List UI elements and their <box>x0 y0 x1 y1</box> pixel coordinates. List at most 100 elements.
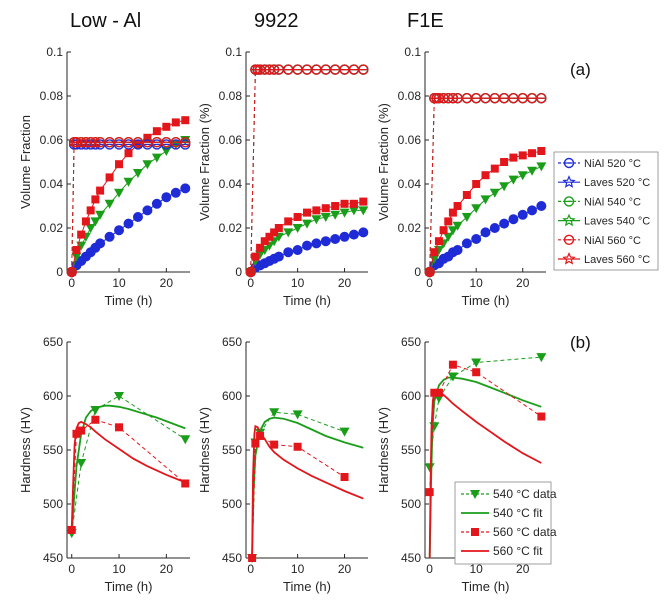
data-point <box>330 234 341 244</box>
x-tick-label: 10 <box>112 276 126 290</box>
data-point <box>245 266 256 278</box>
data-point <box>142 205 153 216</box>
data-point <box>536 201 547 211</box>
data-point <box>181 479 190 488</box>
data-point <box>499 218 510 229</box>
legend-marker <box>471 528 479 536</box>
data-point <box>180 136 191 148</box>
series-laves-540-c <box>245 206 369 277</box>
y-tick-label: 0.02 <box>219 221 243 235</box>
data-point <box>270 440 279 449</box>
data-point <box>340 199 349 208</box>
data-point <box>95 210 106 220</box>
legend-marker <box>470 490 480 499</box>
y-tick-label: 450 <box>401 551 421 565</box>
data-point <box>320 213 331 222</box>
data-point <box>105 173 114 182</box>
data-point <box>161 147 172 156</box>
x-axis-label: Time (h) <box>105 293 153 308</box>
y-tick-label: 600 <box>43 389 63 403</box>
series-group <box>66 392 191 539</box>
x-axis-label: Time (h) <box>283 293 331 308</box>
y-tick-label: 0.02 <box>398 221 422 235</box>
data-point <box>461 238 472 249</box>
data-point <box>302 219 312 229</box>
x-tick-label: 0 <box>68 562 75 576</box>
column-title-low-al: Low - Al <box>70 10 141 32</box>
data-point <box>340 473 349 481</box>
legend-label: Laves 560 °C <box>584 254 650 266</box>
legend-marker <box>563 157 575 169</box>
x-tick-label: 0 <box>68 276 75 290</box>
chart-a-lowal: 0 0.02 0.04 0.06 0.08 0.1 0 10 20 Time (h) Volume … <box>18 45 191 308</box>
data-point <box>248 554 257 562</box>
series-laves-520-c <box>424 201 547 277</box>
y-axis-label: Volume Fraction (%) <box>197 103 212 221</box>
legend-label: 540 °C data <box>493 487 557 501</box>
data-point <box>453 202 462 210</box>
legend-b-item: 540 °C data <box>461 487 557 501</box>
legend-a-item: Laves 520 °C <box>558 175 650 189</box>
data-point <box>472 180 481 188</box>
data-point <box>537 412 546 421</box>
data-point <box>142 160 153 170</box>
series-group <box>66 116 191 278</box>
data-point <box>500 158 509 166</box>
x-tick-label: 20 <box>516 276 530 290</box>
chart-a-f1e: 0 0.02 0.04 0.06 0.08 0.1 0 10 20 Time (h) Volume … <box>376 45 547 308</box>
data-point <box>269 408 280 418</box>
data-point <box>430 248 439 257</box>
y-tick-label: 650 <box>401 335 421 349</box>
series-line <box>71 119 186 273</box>
legend-label: 560 °C data <box>493 525 557 539</box>
legend-marker <box>562 251 576 265</box>
data-point <box>489 92 501 104</box>
legend-marker <box>562 175 576 188</box>
x-tick-label: 10 <box>470 276 484 290</box>
legend-label: NiAl 520 °C <box>584 158 641 170</box>
y-tick-label: 0.06 <box>219 133 243 147</box>
data-point <box>293 213 302 221</box>
data-point <box>339 64 350 75</box>
data-point <box>470 92 482 104</box>
data-point <box>331 202 340 210</box>
data-point <box>536 162 547 172</box>
x-tick-label: 20 <box>160 276 174 290</box>
panels: 0 0.02 0.04 0.06 0.08 0.1 0 10 20 Time (h) Volume … <box>18 45 547 594</box>
y-tick-label: 650 <box>222 335 242 349</box>
series-line <box>428 389 542 559</box>
legend-marker-ring <box>563 157 575 169</box>
data-point <box>77 230 86 239</box>
data-point <box>528 149 537 158</box>
legend-label: NiAl 540 °C <box>584 196 641 208</box>
data-point <box>461 213 472 222</box>
y-tick-label: 650 <box>43 335 63 349</box>
data-point <box>489 223 500 233</box>
data-point <box>329 64 341 75</box>
data-point-ring <box>424 266 435 278</box>
data-point <box>292 224 303 233</box>
legend-label: 540 °C fit <box>493 506 543 520</box>
data-point <box>161 192 172 203</box>
data-point <box>114 392 125 401</box>
y-tick-label: 0.06 <box>40 133 64 147</box>
data-point <box>303 208 311 217</box>
legend-a-item: NiAl 520 °C <box>558 157 641 170</box>
data-point <box>96 186 105 195</box>
data-point <box>251 252 260 261</box>
data-point <box>312 206 321 215</box>
data-point <box>302 240 312 251</box>
data-point <box>114 225 125 236</box>
data-point <box>536 92 547 104</box>
data-point <box>349 199 358 208</box>
y-axis-label: Volume Fraction (%) <box>376 103 391 221</box>
data-point <box>320 236 331 247</box>
series-line <box>429 150 542 273</box>
data-point <box>123 218 134 229</box>
data-point-ring <box>536 92 547 104</box>
legend-marker <box>562 213 576 227</box>
y-tick-label: 0 <box>235 265 242 279</box>
data-point <box>480 195 491 205</box>
data-point <box>527 166 538 176</box>
